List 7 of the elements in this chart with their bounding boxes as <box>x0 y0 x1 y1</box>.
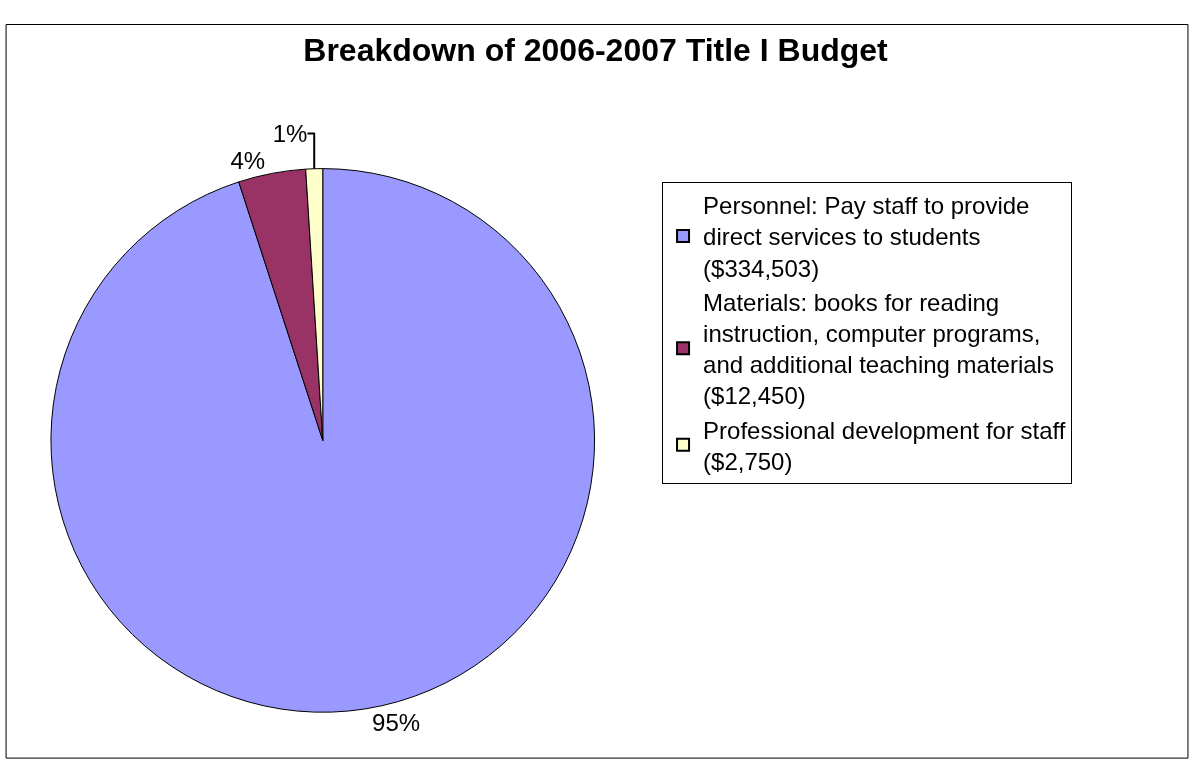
data-label: 1% <box>272 119 308 147</box>
legend-label: Materials: books for reading instruction, computer programs, and additional teaching materials ($12,450) <box>703 288 1054 410</box>
chart-title: Breakdown of 2006-2007 Title I Budget <box>303 31 889 68</box>
data-label: 4% <box>230 146 266 174</box>
legend-label: Professional development for staff ($2,750) <box>703 416 1066 475</box>
data-label: 95% <box>372 708 421 736</box>
legend-label: Personnel: Pay staff to provide direct services to students ($334,503) <box>703 192 1030 282</box>
